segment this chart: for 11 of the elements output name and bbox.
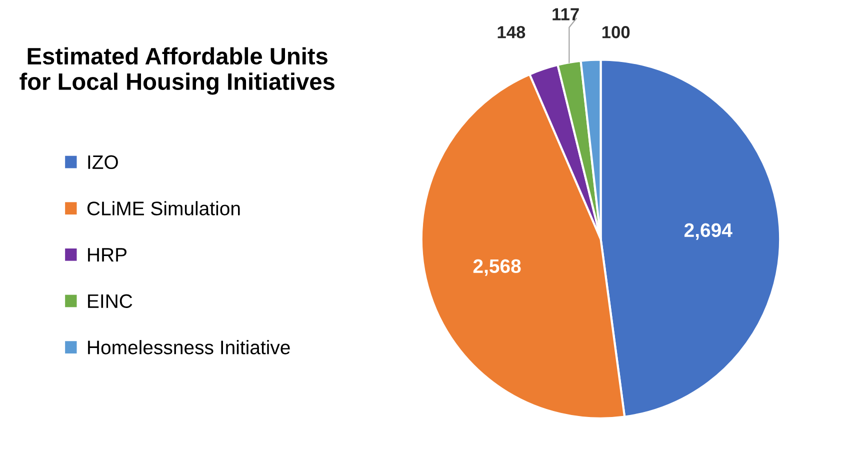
legend-label: Homelessness Initiative [88,340,290,354]
data-label: 2,568 [473,259,521,276]
data-label: 100 [602,26,630,38]
legend-label: EINC [88,294,132,308]
legend-label: CLiME Simulation [87,201,240,216]
legend-label: IZO [88,155,118,170]
data-label: 148 [498,26,526,38]
legend-label: HRP [88,248,126,262]
data-label: 2,694 [684,223,732,240]
text: Estimated Affordable Units for Local Housing Initiatives [20,47,334,95]
data-label: 117 [552,8,579,20]
